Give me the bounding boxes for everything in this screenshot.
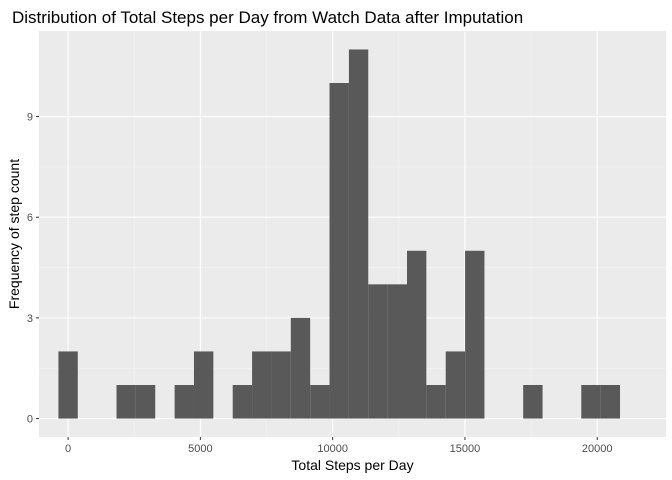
- y-tick-label: 6: [27, 212, 33, 224]
- histogram-bar: [523, 384, 543, 419]
- y-axis-title: Frequency of step count: [6, 159, 22, 309]
- histogram-bars: [58, 49, 621, 419]
- x-tick-label: 0: [65, 443, 71, 455]
- histogram-bar: [368, 284, 388, 419]
- x-tick-label: 20000: [582, 443, 613, 455]
- chart-title: Distribution of Total Steps per Day from…: [12, 8, 523, 27]
- histogram-bar: [271, 351, 291, 419]
- histogram-bar: [174, 384, 194, 419]
- histogram-bar: [232, 384, 253, 419]
- histogram-bar: [406, 250, 427, 419]
- histogram-bar: [426, 384, 446, 419]
- x-axis-title: Total Steps per Day: [291, 457, 413, 473]
- x-axis: 0 5000 10000 15000 20000: [65, 437, 613, 455]
- histogram-bar: [290, 317, 311, 419]
- y-tick-label: 0: [27, 414, 33, 426]
- histogram-bar: [387, 284, 407, 419]
- histogram-bar: [445, 351, 466, 419]
- histogram-bar: [600, 384, 621, 419]
- histogram-bar: [252, 351, 272, 419]
- histogram-bar: [116, 384, 136, 419]
- y-tick-label: 3: [27, 313, 33, 325]
- x-tick-label: 15000: [450, 443, 481, 455]
- histogram-bar: [348, 49, 369, 419]
- histogram-bar: [58, 351, 78, 419]
- x-tick-label: 10000: [317, 443, 348, 455]
- histogram-bar: [465, 250, 485, 419]
- histogram-bar: [193, 351, 214, 419]
- histogram-bar: [135, 384, 156, 419]
- y-tick-label: 9: [27, 112, 33, 124]
- y-axis: 0 3 6 9: [27, 112, 39, 426]
- x-tick-label: 5000: [188, 443, 212, 455]
- histogram-bar: [581, 384, 601, 419]
- histogram-bar: [329, 83, 349, 419]
- histogram-bar: [310, 384, 330, 419]
